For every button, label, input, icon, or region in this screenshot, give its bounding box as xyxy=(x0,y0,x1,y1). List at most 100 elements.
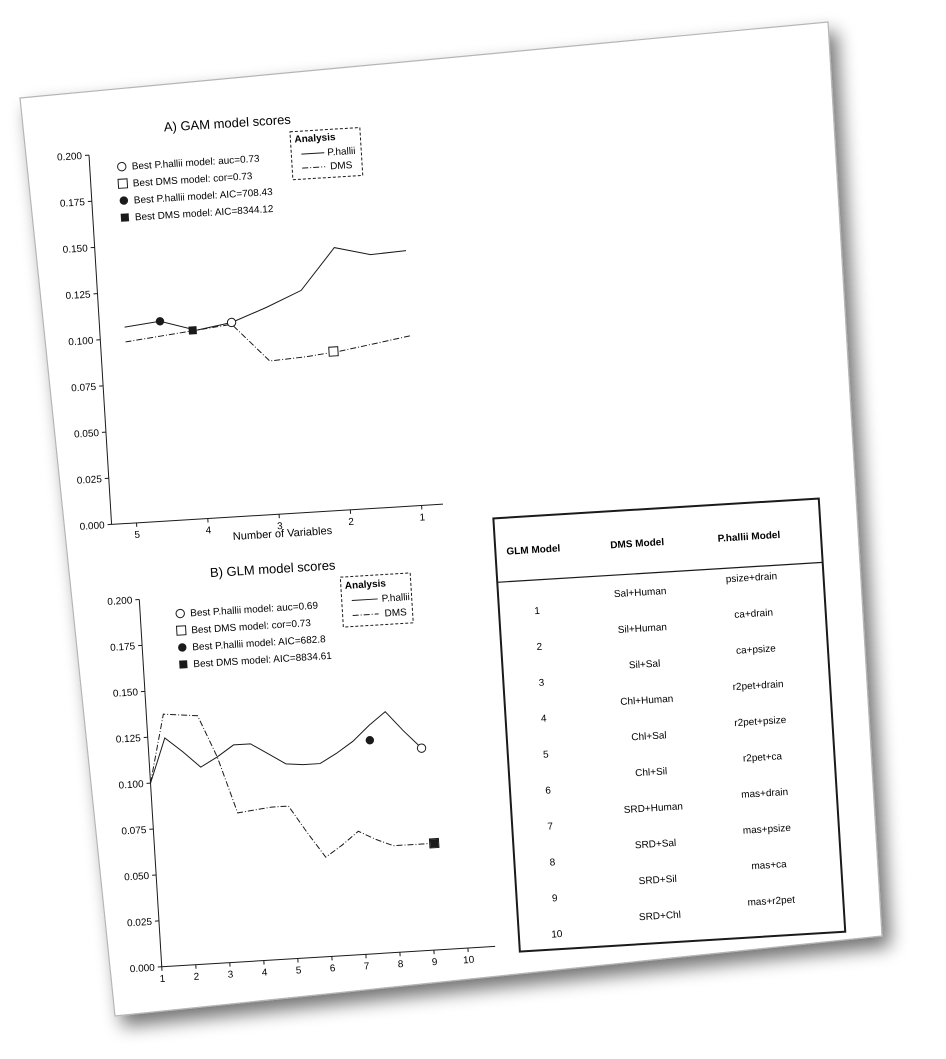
x-tick-label: 3 xyxy=(277,521,284,532)
annotation-symbol-filled-square xyxy=(120,213,130,222)
best-model-marker-filled-circle xyxy=(155,317,165,326)
best-model-marker-filled-square xyxy=(429,838,439,848)
table-cell: mas+r2pet xyxy=(747,895,795,909)
best-model-marker-filled-square xyxy=(188,326,197,335)
table-cell: SRD+Sal xyxy=(635,838,677,852)
annotation-symbol-filled-circle xyxy=(119,196,129,205)
table-cell: r2pet+psize xyxy=(734,715,787,729)
table-cell: mas+drain xyxy=(741,787,789,801)
y-tick-label: 0.175 xyxy=(60,197,86,210)
x-tick-label: 2 xyxy=(348,517,355,528)
x-tick-label: 2 xyxy=(193,972,200,983)
table-cell: psize+drain xyxy=(726,571,778,585)
table-cell: r2pet+ca xyxy=(743,751,783,764)
table-cell: SRD+Chl xyxy=(639,910,682,924)
table-cell: 3 xyxy=(538,678,545,689)
table-cell: SRD+Sil xyxy=(638,874,677,887)
table-cell: 2 xyxy=(536,642,543,653)
y-tick-label: 0.075 xyxy=(71,382,97,395)
x-tick-label: 10 xyxy=(463,955,475,967)
table-cell: 8 xyxy=(549,857,556,868)
y-tick-label: 0.025 xyxy=(77,474,103,487)
x-tick-label: 7 xyxy=(364,961,371,972)
y-tick-label: 0.050 xyxy=(74,428,100,441)
x-tick-label: 1 xyxy=(159,974,166,985)
table-header-cell: DMS Model xyxy=(610,537,665,551)
table-cell: Chl+Sil xyxy=(635,766,668,779)
glm-chart-markers xyxy=(365,736,440,849)
table-cell: 1 xyxy=(534,606,541,617)
table-cell: 5 xyxy=(543,749,550,760)
table-cell: mas+ca xyxy=(751,859,787,872)
annotation-symbol-filled-square xyxy=(179,660,188,669)
y-tick-label: 0.100 xyxy=(68,336,94,349)
x-tick-label: 5 xyxy=(134,530,141,541)
y-tick-label: 0.125 xyxy=(65,290,91,303)
y-tick-label: 0.050 xyxy=(124,871,150,884)
x-tick-label: 8 xyxy=(398,959,405,970)
table-cell: Sil+Human xyxy=(618,622,668,636)
glm-legend: Analysis P.hallii DMS xyxy=(339,572,414,628)
annotation-symbol-open-circle xyxy=(117,161,127,172)
x-tick-label: 4 xyxy=(261,967,268,978)
table-cell: ca+psize xyxy=(736,643,777,656)
glm-legend-item-phallii: P.hallii xyxy=(381,592,410,605)
gam-legend-title: Analysis xyxy=(294,132,336,146)
table-cell: 4 xyxy=(541,714,548,725)
table-header-cell: GLM Model xyxy=(506,543,561,557)
gam-legend-item-phallii: P.hallii xyxy=(327,146,356,159)
glm-legend-title: Analysis xyxy=(345,578,387,592)
table-cell: SRD+Human xyxy=(624,801,684,816)
y-tick-label: 0.150 xyxy=(62,243,88,256)
series-line-dms xyxy=(125,323,412,362)
annotation-symbol-filled-circle xyxy=(178,643,187,652)
table-header-cell: P.hallii Model xyxy=(717,530,780,545)
best-model-marker-open-square xyxy=(328,346,339,357)
table-cell: ca+drain xyxy=(734,608,773,621)
gam-legend: Analysis P.hallii DMS xyxy=(289,126,364,181)
table-cell: mas+psize xyxy=(743,823,792,837)
table-cell: Sil+Sal xyxy=(629,659,661,672)
best-model-marker-open-circle xyxy=(226,317,237,328)
table-cell: r2pet+drain xyxy=(732,679,783,693)
y-tick-label: 0.075 xyxy=(121,825,147,838)
x-tick-label: 6 xyxy=(329,963,336,974)
y-tick-label: 0.150 xyxy=(113,687,139,700)
y-tick-label: 0.025 xyxy=(127,917,153,930)
table-cell: 7 xyxy=(547,821,554,832)
y-tick-label: 0.175 xyxy=(110,641,136,654)
x-tick-label: 9 xyxy=(432,957,439,968)
y-tick-label: 0.200 xyxy=(57,151,83,164)
gam-chart-markers xyxy=(155,317,339,357)
y-tick-label: 0.125 xyxy=(115,733,141,746)
best-model-marker-filled-circle xyxy=(365,736,375,745)
x-tick-label: 3 xyxy=(227,969,234,980)
y-tick-label: 0.000 xyxy=(130,963,156,976)
y-tick-label: 0.100 xyxy=(118,779,144,792)
table-cell: 6 xyxy=(545,785,552,796)
y-tick-label: 0.000 xyxy=(79,520,105,533)
table-cell: 10 xyxy=(551,929,563,941)
x-tick-label: 4 xyxy=(205,525,212,536)
best-model-marker-open-circle xyxy=(416,743,427,753)
annotation-symbol-open-circle xyxy=(175,608,185,619)
glm-table: GLM Model DMS Model P.hallii Model 1 Sal+Hum… xyxy=(492,497,847,953)
series-line-phallii xyxy=(124,247,407,331)
x-tick-label: 5 xyxy=(295,965,302,976)
annotation-symbol-open-square xyxy=(117,178,129,189)
table-cell: Chl+Human xyxy=(620,694,674,708)
gam-chart-series xyxy=(124,247,412,362)
table-cell: Sal+Human xyxy=(614,586,667,600)
glm-chart-axes: 0.000 0.025 0.050 0.075 0.100 0.125 0.150 0.175… xyxy=(107,595,496,985)
annotation-symbol-open-square xyxy=(175,625,187,636)
x-tick-label: 1 xyxy=(419,512,426,523)
table-frame xyxy=(492,497,847,953)
table-cell: 9 xyxy=(552,893,559,904)
gam-chart-axes: 0.000 0.025 0.050 0.075 0.100 0.125 0.150 0.175… xyxy=(57,151,444,541)
y-tick-label: 0.200 xyxy=(107,595,133,608)
series-line-phallii xyxy=(150,711,422,784)
glm-legend-item-dms: DMS xyxy=(384,607,407,619)
glm-chart-series xyxy=(150,711,428,858)
table-cell: Chl+Sal xyxy=(631,730,667,743)
